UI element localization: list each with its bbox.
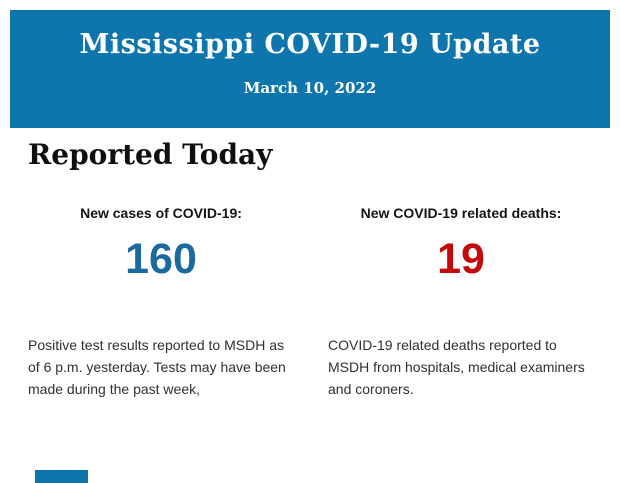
- next-section-banner-partial: [35, 470, 88, 483]
- section-heading: Reported Today: [28, 138, 273, 171]
- new-deaths-description: COVID-19 related deaths reported to MSDH…: [328, 337, 585, 397]
- stats-row: New cases of COVID-19: 160 Positive test…: [10, 205, 610, 400]
- header-banner: Mississippi COVID-19 Update March 10, 20…: [10, 10, 610, 128]
- new-cases-description: Positive test results reported to MSDH a…: [28, 337, 286, 397]
- new-deaths-value: 19: [437, 235, 485, 283]
- report-date: March 10, 2022: [243, 79, 377, 97]
- stat-new-cases: New cases of COVID-19: 160 Positive test…: [10, 205, 310, 400]
- stat-new-deaths: New COVID-19 related deaths: 19 COVID-19…: [310, 205, 610, 400]
- page-title: Mississippi COVID-19 Update: [79, 29, 541, 60]
- new-cases-label: New cases of COVID-19:: [80, 205, 242, 221]
- new-deaths-label: New COVID-19 related deaths:: [360, 205, 562, 221]
- new-cases-value: 160: [125, 235, 197, 283]
